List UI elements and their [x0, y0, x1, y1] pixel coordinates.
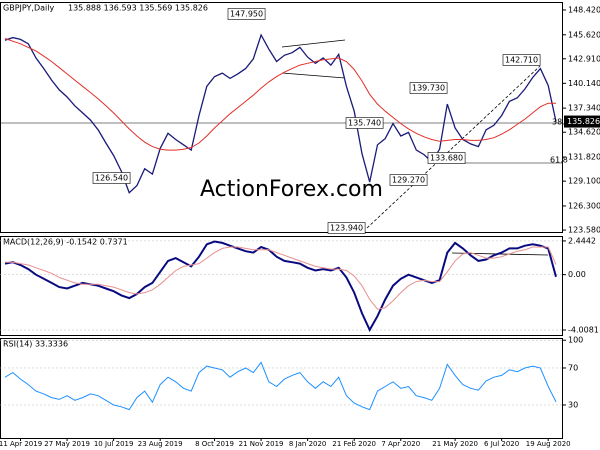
annotation: 133.680: [430, 154, 463, 163]
y-tick-label: 2.4442: [568, 236, 596, 245]
last-price-label: 135.826: [567, 117, 600, 126]
annotation-box: [502, 54, 541, 66]
annotation-box: [227, 8, 266, 20]
y-tick-label: 30: [568, 400, 578, 409]
y-tick-label: 123.580: [568, 226, 600, 235]
annotation: 129.270: [392, 176, 425, 185]
y-tick-label: 142.910: [568, 54, 600, 63]
annotation: 126.540: [95, 174, 128, 183]
y-tick-label: 134.620: [568, 128, 600, 137]
x-tick-label: 11 Apr 2019: [0, 440, 42, 448]
x-tick-label: 21 May 2020: [432, 440, 478, 448]
x-tick-label: 8 Jan 2020: [289, 440, 327, 448]
x-tick-label: 21 Feb 2020: [332, 440, 376, 448]
y-tick-label: 129.100: [568, 177, 600, 186]
series-line: [4, 240, 557, 333]
price-panel: [0, 2, 563, 233]
y-tick-label: 126.300: [568, 201, 600, 210]
channel-line: [281, 72, 346, 79]
y-tick-label: -4.0081: [568, 326, 599, 335]
x-tick-label: 10 Jul 2019: [94, 440, 134, 448]
annotation-box: [92, 172, 131, 184]
y-tick-label: 131.820: [568, 153, 600, 162]
annotation-box: [327, 222, 366, 234]
annotation: 135.740: [348, 119, 381, 128]
watermark: ActionForex.com: [200, 177, 383, 202]
annotation: 147.950: [230, 10, 263, 19]
annotation: 61.8: [550, 156, 568, 165]
x-tick-label: 7 Apr 2020: [381, 440, 420, 448]
rsi-panel: [0, 338, 563, 439]
y-tick-label: 70: [568, 363, 578, 372]
series-line: [4, 361, 557, 411]
annotation-box: [345, 117, 384, 129]
annotation: 123.940: [330, 224, 363, 233]
series-line: [4, 38, 556, 151]
x-tick-label: 8 Oct 2019: [195, 440, 234, 448]
macd-panel: [0, 236, 563, 336]
x-tick-label: 23 Aug 2019: [138, 440, 183, 448]
ohlc-values: 135.888 136.593 135.569 135.826: [68, 4, 208, 13]
series-line: [4, 33, 557, 194]
annotation: 142.710: [505, 56, 538, 65]
annotation-box: [409, 82, 448, 94]
x-tick-label: 19 Aug 2020: [526, 440, 571, 448]
annotation-box: [389, 174, 428, 186]
series-line: [5, 246, 557, 310]
annotation: 139.730: [412, 84, 445, 93]
annotation-box: [427, 152, 466, 164]
y-tick-label: 145.620: [568, 30, 600, 39]
channel-line: [281, 39, 346, 48]
y-tick-label: 100: [568, 336, 583, 345]
last-price-box: [564, 115, 600, 128]
x-tick-label: 21 Nov 2019: [239, 440, 284, 448]
rsi-title: RSI(14) 33.3336: [3, 340, 68, 349]
y-tick-label: 140.140: [568, 79, 600, 88]
x-tick-label: 6 Jul 2020: [484, 440, 519, 448]
trend-line: [366, 65, 541, 229]
chart-title: GBPJPY,Daily: [3, 4, 54, 13]
y-tick-label: 148.420: [568, 5, 600, 14]
macd-title: MACD(12,26,9) -0.1542 0.7371: [3, 238, 128, 247]
y-tick-label: 137.340: [568, 104, 600, 113]
x-tick-label: 27 May 2019: [44, 440, 90, 448]
y-tick-label: 0.00: [568, 270, 586, 279]
annotation: 38.2: [552, 118, 570, 127]
